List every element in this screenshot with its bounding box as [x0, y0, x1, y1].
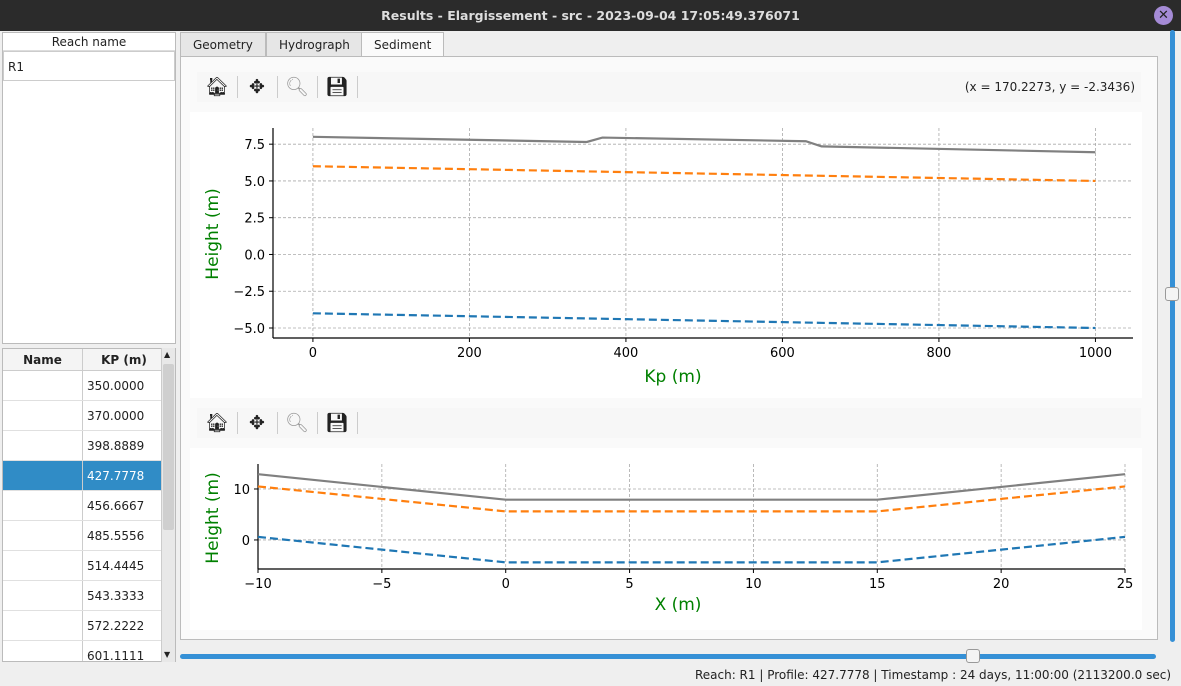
- reach-list-header: Reach name: [3, 33, 175, 51]
- table-row[interactable]: 427.7778: [3, 461, 175, 491]
- column-header-name[interactable]: Name: [3, 349, 83, 370]
- reach-item[interactable]: R1: [3, 51, 175, 81]
- longitudinal-chart[interactable]: 0 200 400 600 800 1000 7.5 5.0 2.5 0.0 −2.5 −5.0 Kp …: [190, 112, 1142, 398]
- pan-icon[interactable]: ✥: [249, 76, 265, 98]
- x-tick-label: 200: [457, 346, 482, 361]
- zoom-icon[interactable]: 🔍︎: [284, 76, 310, 98]
- y-tick-label: 0.0: [244, 248, 265, 263]
- cell-kp: 601.1111: [87, 649, 145, 662]
- series-line-0: [312, 135, 1096, 154]
- table-row[interactable]: 398.8889: [3, 431, 175, 461]
- cell-name: [3, 461, 83, 490]
- tab-geometry[interactable]: Geometry: [180, 32, 266, 57]
- x-axis-label: X (m): [655, 595, 702, 615]
- table-row[interactable]: 543.3333: [3, 581, 175, 611]
- y-tick-label: 2.5: [244, 212, 265, 227]
- y-axis-label: Height (m): [203, 188, 223, 279]
- cell-kp: 514.4445: [87, 559, 145, 573]
- y-axis-label: Height (m): [203, 472, 223, 563]
- series-line-1: [312, 165, 1096, 183]
- y-tick-label: 5.0: [244, 175, 265, 190]
- y-tick-label: −5.0: [233, 322, 265, 337]
- y-tick-label: 7.5: [244, 138, 265, 153]
- x-tick-label: 1000: [1079, 346, 1112, 361]
- home-icon[interactable]: 🏠︎: [204, 76, 230, 98]
- status-bar: Reach: R1 | Profile: 427.7778 | Timestam…: [694, 668, 1171, 682]
- table-row[interactable]: 514.4445: [3, 551, 175, 581]
- column-header-kp[interactable]: KP (m): [101, 353, 147, 367]
- y-tick-label: 10: [233, 483, 250, 498]
- cell-name: [3, 611, 83, 640]
- cell-kp: 456.6667: [87, 499, 145, 513]
- cell-name: [3, 371, 83, 400]
- scroll-down-icon[interactable]: ▼: [164, 650, 171, 659]
- close-icon[interactable]: ✕: [1154, 6, 1173, 25]
- cell-kp: 350.0000: [87, 379, 145, 393]
- x-tick-label: 15: [869, 577, 886, 592]
- profile-slider[interactable]: [1170, 30, 1175, 642]
- tab-hydrograph[interactable]: Hydrograph: [266, 32, 363, 57]
- plot-toolbar-longitudinal: 🏠︎ ✥ 🔍︎ 💾︎ (x = 170.2273, y = -2.3436): [197, 72, 1141, 102]
- pan-icon[interactable]: ✥: [249, 412, 265, 434]
- tab-sediment[interactable]: Sediment: [361, 32, 445, 58]
- x-tick-label: 400: [614, 346, 639, 361]
- x-axis-label: Kp (m): [644, 367, 701, 387]
- table-row[interactable]: 601.1111: [3, 641, 175, 662]
- cell-kp: 427.7778: [87, 469, 145, 483]
- table-row[interactable]: 370.0000: [3, 401, 175, 431]
- coordinates-readout: (x = 170.2273, y = -2.3436): [964, 80, 1135, 94]
- profile-table: Name KP (m) 350.0000 370.0000 398.8889 427.7…: [2, 348, 176, 662]
- x-tick-label: −5: [372, 577, 391, 592]
- x-tick-label: 0: [309, 346, 317, 361]
- cell-kp: 485.5556: [87, 529, 145, 543]
- x-tick-label: 0: [502, 577, 510, 592]
- window-title: Results - Elargissement - src - 2023-09-…: [381, 8, 800, 23]
- x-tick-label: 5: [625, 577, 633, 592]
- table-scrollbar-thumb[interactable]: [163, 364, 174, 530]
- profile-slider-handle[interactable]: [1165, 287, 1179, 301]
- table-row[interactable]: 456.6667: [3, 491, 175, 521]
- plot-toolbar-cross-section: 🏠︎ ✥ 🔍︎ 💾︎: [197, 408, 1141, 438]
- series-line-1: [257, 485, 1126, 513]
- cell-name: [3, 521, 83, 550]
- title-bar: Results - Elargissement - src - 2023-09-…: [0, 0, 1181, 31]
- cell-kp: 398.8889: [87, 439, 145, 453]
- cell-name: [3, 431, 83, 460]
- x-tick-label: 20: [993, 577, 1010, 592]
- zoom-icon[interactable]: 🔍︎: [284, 412, 310, 434]
- cell-name: [3, 641, 83, 661]
- table-row[interactable]: 350.0000: [3, 371, 175, 401]
- cell-name: [3, 581, 83, 610]
- series-line-0: [257, 473, 1126, 501]
- x-tick-label: 10: [745, 577, 762, 592]
- cell-kp: 572.2222: [87, 619, 145, 633]
- timestamp-slider[interactable]: [180, 654, 1156, 659]
- timestamp-slider-handle[interactable]: [966, 649, 980, 663]
- table-row[interactable]: 485.5556: [3, 521, 175, 551]
- series-line-2: [257, 535, 1126, 564]
- save-icon[interactable]: 💾︎: [324, 76, 350, 98]
- cell-name: [3, 491, 83, 520]
- cell-kp: 543.3333: [87, 589, 145, 603]
- y-tick-label: −2.5: [233, 285, 265, 300]
- save-icon[interactable]: 💾︎: [324, 412, 350, 434]
- x-tick-label: −10: [244, 577, 271, 592]
- x-tick-label: 25: [1117, 577, 1134, 592]
- cell-name: [3, 551, 83, 580]
- table-row[interactable]: 572.2222: [3, 611, 175, 641]
- cell-name: [3, 401, 83, 430]
- cell-kp: 370.0000: [87, 409, 145, 423]
- reach-list: Reach name R1: [2, 32, 176, 344]
- cross-section-chart[interactable]: −10 −5 0 5 10 15 20 25 10 0 X (m) Height (m): [190, 448, 1142, 630]
- home-icon[interactable]: 🏠︎: [204, 412, 230, 434]
- y-tick-label: 0: [242, 534, 250, 549]
- scroll-up-icon[interactable]: ▲: [164, 350, 171, 359]
- x-tick-label: 800: [927, 346, 952, 361]
- series-line-2: [312, 312, 1096, 330]
- x-tick-label: 600: [770, 346, 795, 361]
